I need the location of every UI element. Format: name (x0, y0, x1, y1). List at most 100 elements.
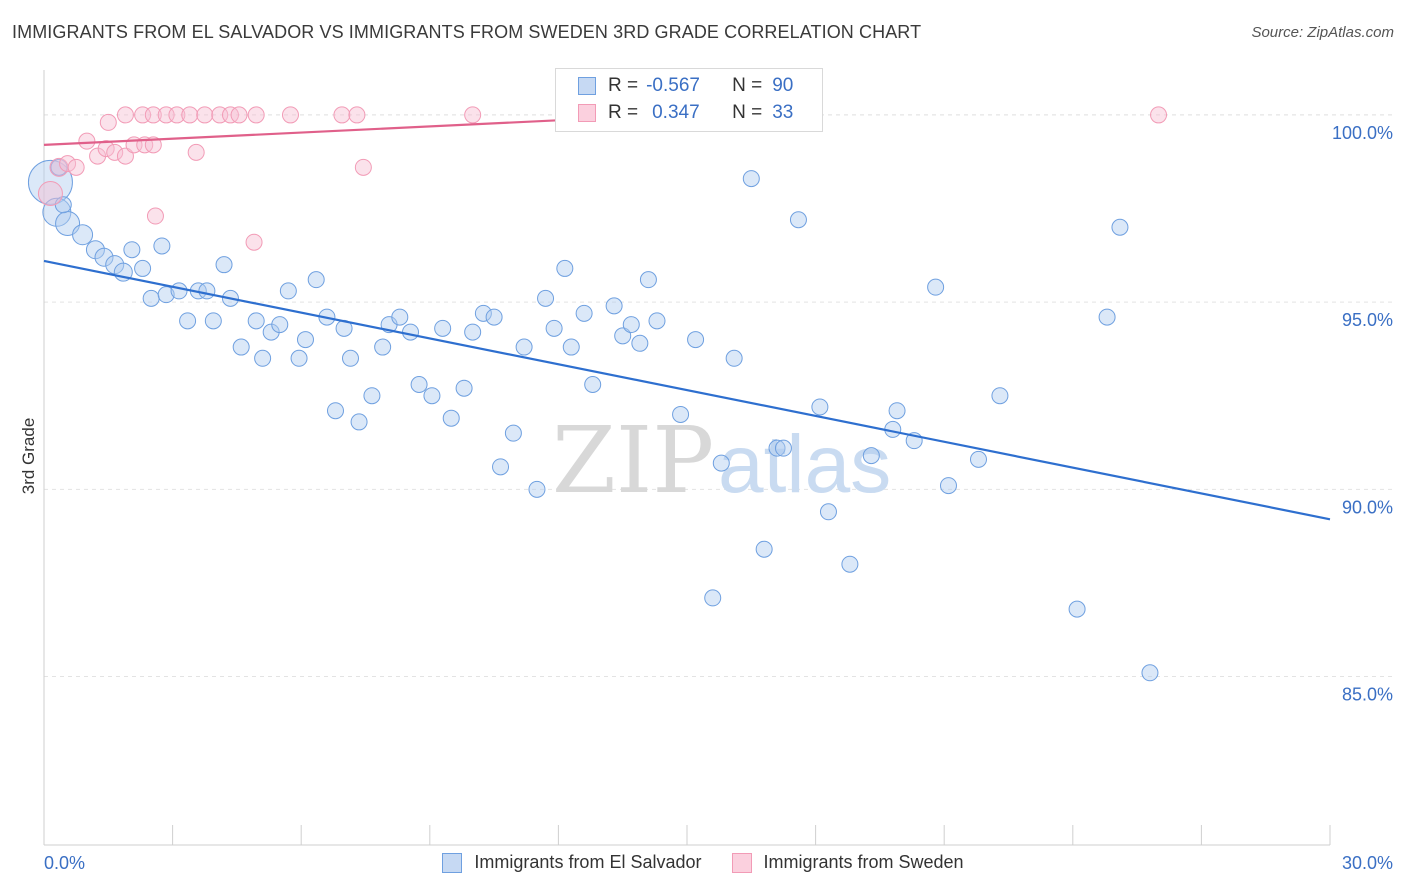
data-point (464, 106, 482, 124)
y-axis-title: 3rd Grade (19, 418, 38, 495)
data-point (528, 480, 546, 498)
data-point (474, 304, 492, 322)
data-point (348, 106, 366, 124)
data-point (648, 312, 666, 330)
data-point (230, 106, 248, 124)
data-point (168, 106, 186, 124)
data-point (72, 224, 94, 246)
data-point (254, 349, 272, 367)
y-tick-label: 95.0% (1342, 310, 1393, 330)
data-point (307, 271, 325, 289)
data-point (1141, 664, 1159, 682)
data-point (391, 308, 409, 326)
data-point (622, 316, 640, 334)
data-point (819, 503, 837, 521)
data-point (341, 349, 359, 367)
data-point (196, 106, 214, 124)
x-tick-label: 30.0% (1342, 853, 1393, 873)
data-point (672, 405, 690, 423)
tick-labels: 100.0% 95.0% 90.0% 85.0% 0.0% 30.0% (44, 123, 1393, 873)
blue-swatch-icon (578, 77, 596, 95)
y-tick-label: 90.0% (1342, 497, 1393, 517)
data-point (442, 409, 460, 427)
data-point (584, 375, 602, 393)
legend-row-el-salvador: R = -0.567 N = 90 (578, 73, 793, 99)
data-point (97, 140, 115, 158)
data-point (556, 259, 574, 277)
data-point (179, 312, 197, 330)
data-point (434, 319, 452, 337)
data-point (187, 143, 205, 161)
data-point (94, 247, 114, 267)
data-point (639, 271, 657, 289)
data-point (290, 349, 308, 367)
data-point (969, 450, 987, 468)
x-tick-label: 0.0% (44, 853, 85, 873)
data-point (755, 540, 773, 558)
data-point (59, 155, 77, 173)
data-point (326, 402, 344, 420)
data-point (492, 458, 510, 476)
data-point (50, 158, 68, 176)
data-point (374, 338, 392, 356)
trend-line (43, 259, 1331, 521)
data-point (515, 338, 533, 356)
legend-n-label: N = (732, 102, 763, 123)
axes (43, 70, 1331, 846)
data-point (423, 387, 441, 405)
legend-label: Immigrants from El Salvador (474, 852, 702, 872)
data-point (410, 375, 428, 393)
watermark: ZIP atlas (552, 407, 891, 514)
data-point (725, 349, 743, 367)
legend-n-label: N = (732, 75, 763, 96)
chart-title: IMMIGRANTS FROM EL SALVADOR VS IMMIGRANT… (12, 22, 922, 42)
data-point (354, 158, 372, 176)
data-point (221, 106, 239, 124)
data-point (712, 454, 730, 472)
data-point (247, 106, 265, 124)
data-point (811, 398, 829, 416)
data-point (504, 424, 522, 442)
legend-r-label: R = (608, 102, 639, 123)
data-point (27, 159, 73, 205)
data-point (455, 379, 473, 397)
data-point (774, 439, 792, 457)
series-el-salvador (27, 158, 1159, 682)
data-point (116, 147, 134, 165)
pink-square-icon (731, 852, 752, 873)
data-point (888, 402, 906, 420)
legend-row-sweden: R = 0.347 N = 33 (578, 100, 793, 126)
data-point (198, 282, 216, 300)
data-point (296, 331, 314, 349)
data-point (1150, 106, 1168, 124)
data-point (363, 387, 381, 405)
data-point (768, 439, 786, 457)
y-tick-label: 100.0% (1332, 123, 1393, 143)
data-point (605, 297, 623, 315)
data-point (1098, 308, 1116, 326)
data-point (116, 106, 134, 124)
data-point (631, 334, 649, 352)
data-point (614, 327, 632, 345)
data-point (939, 477, 957, 495)
data-point (181, 106, 199, 124)
legend-label: Immigrants from Sweden (763, 852, 964, 872)
data-point (281, 106, 299, 124)
data-point (123, 241, 141, 259)
data-point (106, 143, 124, 161)
data-point (153, 237, 171, 255)
data-point (575, 304, 593, 322)
data-point (841, 555, 859, 573)
series-legend: Immigrants from El Salvador Immigrants f… (0, 852, 1406, 873)
legend-item-el-salvador: Immigrants from El Salvador (442, 852, 702, 873)
data-point (146, 207, 164, 225)
legend-r-label: R = (608, 75, 639, 96)
data-point (99, 113, 117, 131)
data-point (537, 289, 555, 307)
data-point (333, 106, 351, 124)
legend-r-value: -0.567 (646, 75, 700, 96)
data-point (232, 338, 250, 356)
data-point (157, 286, 175, 304)
correlation-legend: R = -0.567 N = 90 R = 0.347 N = 33 (555, 68, 823, 132)
